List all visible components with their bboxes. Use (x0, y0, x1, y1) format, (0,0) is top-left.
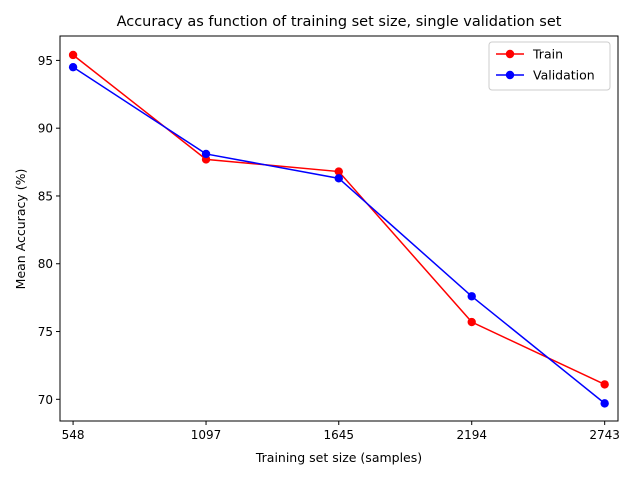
y-tick-label: 80 (38, 257, 53, 271)
legend: Train Validation (488, 41, 611, 91)
legend-marker-train (505, 49, 515, 59)
data-point-validation (201, 149, 211, 159)
plot-series-layer (68, 50, 609, 408)
y-tick-label: 75 (38, 325, 53, 339)
y-axis-label: Mean Accuracy (%) (13, 169, 28, 290)
x-tick-label: 1645 (323, 428, 354, 442)
x-tick-label: 2194 (456, 428, 487, 442)
x-axis-ticks: 548 1097 1645 2194 2743 (62, 421, 620, 442)
data-point-validation (334, 174, 343, 183)
data-point-train (467, 317, 476, 327)
data-point-train (600, 380, 609, 389)
plot-frame (59, 35, 619, 422)
legend-label-validation: Validation (533, 68, 595, 83)
legend-label-train: Train (532, 47, 563, 62)
x-tick-label: 548 (62, 428, 85, 442)
y-axis-ticks: 70 75 80 85 90 95 (38, 54, 60, 407)
legend-marker-validation (505, 70, 515, 80)
x-tick-label: 2743 (589, 428, 620, 442)
y-tick-label: 70 (38, 393, 53, 407)
x-axis-label: Training set size (samples) (255, 450, 422, 465)
x-tick-label: 1097 (191, 428, 222, 442)
data-point-validation (600, 399, 609, 408)
data-point-validation (68, 62, 78, 72)
data-point-train (68, 50, 78, 60)
series-line-train (72, 54, 605, 386)
chart-title: Accuracy as function of training set siz… (117, 14, 562, 30)
y-tick-label: 85 (38, 189, 53, 203)
y-tick-label: 95 (38, 54, 53, 68)
data-point-train (334, 167, 343, 176)
data-point-validation (467, 292, 476, 301)
y-tick-label: 90 (38, 122, 53, 136)
